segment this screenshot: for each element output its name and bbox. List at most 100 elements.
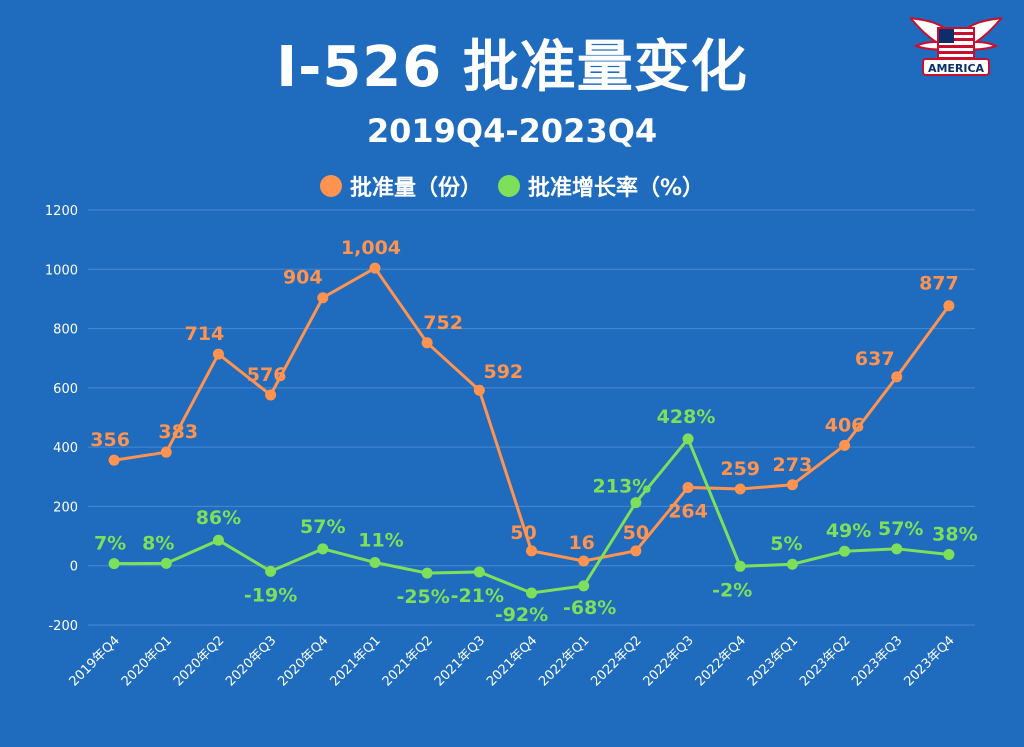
data-labels: 356 383 714 576 904 1,004 752 592 50 16 50 264 259 27… [90, 237, 977, 626]
growth-data-label: -25% [396, 586, 449, 608]
approvals-data-label: 576 [247, 364, 287, 386]
growth-point [891, 543, 903, 555]
approvals-data-label: 383 [158, 421, 198, 443]
legend-dot-growth [497, 175, 520, 197]
approvals-point [526, 545, 537, 557]
x-tick-label: 2020年Q3 [223, 633, 279, 689]
approvals-point [421, 337, 433, 349]
growth-data-label: 428% [657, 406, 716, 428]
growth-point [317, 543, 329, 555]
approvals-point [891, 371, 903, 383]
x-tick-label: 2023年Q4 [901, 633, 957, 689]
growth-data-label: 57% [300, 516, 345, 538]
x-tick-label: 2023年Q1 [745, 633, 801, 689]
approvals-data-label: 273 [773, 454, 813, 476]
approvals-point [473, 384, 485, 396]
growth-point [630, 497, 642, 509]
approvals-data-label: 406 [825, 414, 865, 436]
growth-data-label: 8% [142, 532, 174, 554]
approvals-data-label: 1,004 [341, 237, 401, 259]
approvals-data-label: 50 [510, 522, 536, 544]
growth-point [943, 548, 955, 560]
growth-point [473, 566, 485, 578]
approvals-data-label: 50 [623, 522, 649, 544]
growth-data-label: -19% [244, 584, 297, 606]
approvals-point [108, 454, 120, 466]
x-tick-label: 2021年Q2 [380, 633, 436, 689]
growth-point [421, 567, 433, 579]
growth-data-label: -2% [712, 579, 752, 601]
approvals-data-label: 904 [283, 267, 323, 289]
approvals-data-label: 16 [568, 532, 594, 554]
chart-grid [88, 209, 975, 626]
approvals-point [578, 555, 590, 567]
y-tick-label: 0 [70, 560, 78, 575]
growth-point [786, 558, 798, 570]
approvals-data-label: 259 [720, 458, 760, 480]
approvals-point [265, 389, 277, 401]
y-tick-label: 800 [53, 323, 78, 338]
growth-point [265, 565, 277, 577]
growth-point [369, 556, 381, 568]
growth-point [734, 560, 746, 572]
approvals-data-label: 637 [855, 348, 895, 370]
approvals-point [160, 446, 172, 458]
growth-point [578, 580, 590, 592]
x-tick-label: 2022年Q3 [641, 633, 697, 689]
approvals-data-label: 752 [423, 312, 463, 334]
legend-item-growth: 批准增长率（%） [497, 170, 705, 202]
chart-legend: 批准量（份） 批准增长率（%） [0, 170, 1024, 202]
chart-title: I-526 批准量变化 [276, 35, 748, 100]
x-tick-label: 2021年Q3 [432, 633, 488, 689]
growth-data-label: 5% [770, 533, 802, 555]
growth-point [682, 433, 694, 445]
approvals-point [630, 545, 642, 557]
legend-label-approvals: 批准量（份） [349, 176, 482, 201]
growth-data-label: -92% [495, 604, 548, 626]
series-points [108, 262, 955, 599]
approvals-data-label: 356 [90, 429, 130, 451]
growth-data-label: 38% [932, 523, 977, 545]
y-axis: -200 0 200 400 600 800 1000 1200 [45, 204, 78, 634]
growth-data-label: 7% [94, 533, 126, 555]
approvals-data-label: 592 [483, 361, 523, 383]
x-axis: 2019年Q42020年Q12020年Q22020年Q32020年Q42021年… [67, 633, 958, 689]
x-tick-label: 2022年Q2 [588, 633, 644, 689]
y-tick-label: 200 [53, 500, 78, 515]
x-tick-label: 2020年Q2 [171, 633, 227, 689]
brand-logo: AMERICA [907, 16, 1005, 80]
growth-data-label: 57% [878, 518, 923, 540]
approvals-point [943, 300, 955, 312]
approvals-data-label: 877 [919, 273, 959, 295]
approvals-point [369, 262, 381, 274]
y-tick-label: 1200 [45, 204, 78, 219]
approvals-data-label: 714 [185, 323, 225, 345]
approvals-point [839, 439, 851, 451]
y-tick-label: 400 [53, 441, 78, 456]
x-tick-label: 2021年Q4 [484, 633, 540, 689]
growth-data-label: -21% [451, 585, 504, 607]
approvals-point [786, 479, 798, 491]
x-tick-label: 2022年Q1 [536, 633, 592, 689]
approvals-point [212, 348, 224, 360]
y-tick-label: -200 [48, 619, 78, 634]
eagle-wings-icon [907, 16, 1005, 59]
x-tick-label: 2023年Q2 [797, 633, 853, 689]
growth-point [160, 557, 172, 569]
legend-label-growth: 批准增长率（%） [527, 176, 705, 201]
x-tick-label: 2020年Q1 [119, 633, 175, 689]
approvals-point [317, 292, 329, 304]
series-lines [113, 266, 951, 595]
growth-point [108, 558, 120, 570]
approvals-point [734, 483, 746, 495]
legend-item-approvals: 批准量（份） [319, 170, 482, 202]
approvals-data-label: 264 [668, 500, 708, 522]
growth-point [212, 534, 224, 546]
growth-data-label: -68% [563, 597, 616, 619]
x-tick-label: 2023年Q3 [849, 633, 905, 689]
brand-name: AMERICA [922, 58, 990, 76]
growth-data-label: 11% [358, 529, 403, 551]
legend-dot-approvals [319, 175, 342, 197]
x-tick-label: 2022年Q4 [693, 633, 749, 689]
